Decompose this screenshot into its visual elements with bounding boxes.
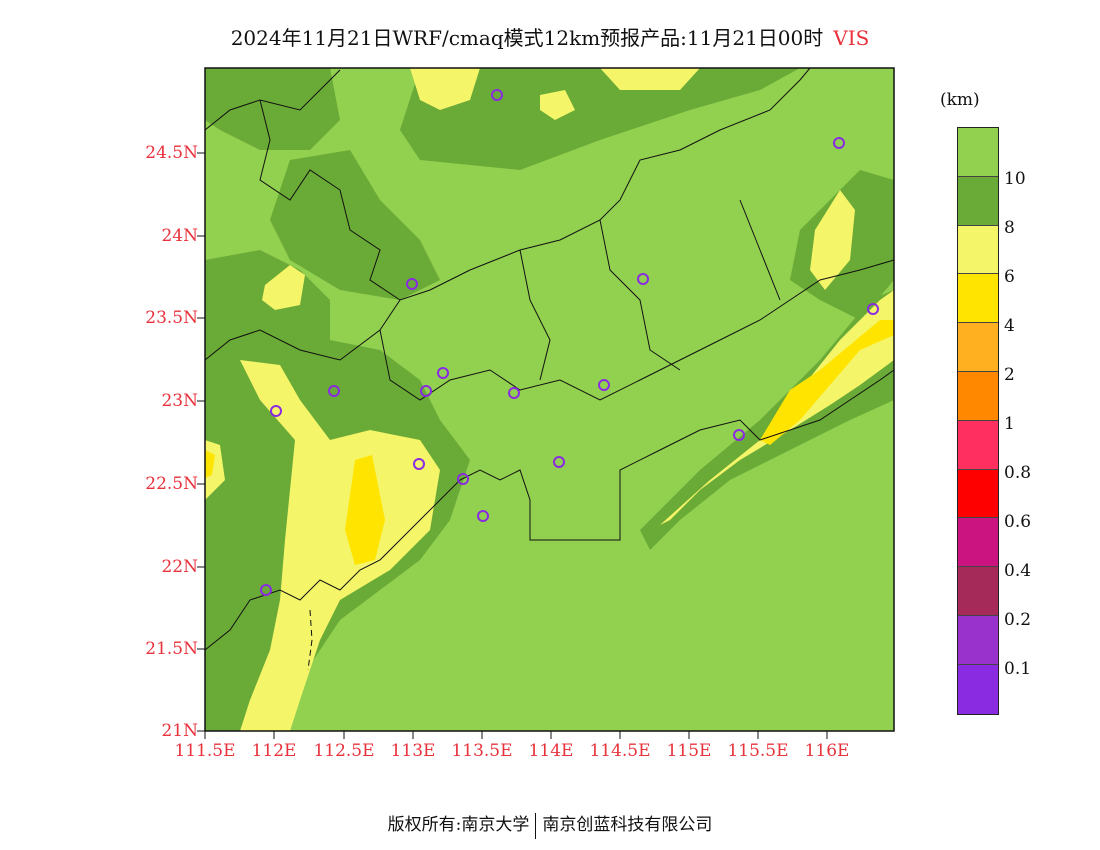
colorbar-segment xyxy=(958,274,998,324)
colorbar-segment xyxy=(958,615,998,665)
station-marker xyxy=(413,458,425,470)
colorbar-segment xyxy=(958,664,998,714)
colorbar-label: 1 xyxy=(1004,414,1015,434)
colorbar-label: 0.1 xyxy=(1004,659,1032,679)
boundary-line xyxy=(379,259,894,401)
zone-6km-e1 xyxy=(810,190,855,290)
boundary-line xyxy=(599,219,681,371)
zone-4km-w xyxy=(345,455,385,565)
footer-left: 版权所有:南京大学 xyxy=(387,815,530,835)
lon-label: 115E xyxy=(666,741,712,761)
lon-label: 113.5E xyxy=(451,741,513,761)
lat-label: 23.5N xyxy=(145,308,198,328)
lon-label: 114.5E xyxy=(589,741,651,761)
colorbar xyxy=(957,127,999,715)
colorbar-label: 0.8 xyxy=(1004,463,1032,483)
colorbar-segment xyxy=(958,420,998,470)
zone-8km-nw xyxy=(205,68,340,150)
colorbar-segment xyxy=(958,225,998,275)
colorbar-label: 2 xyxy=(1004,365,1015,385)
lon-label: 116E xyxy=(804,741,850,761)
zone-6km-n2 xyxy=(600,68,700,90)
lat-label: 21.5N xyxy=(145,639,198,659)
footer-right: 南京创蓝科技有限公司 xyxy=(542,815,713,835)
station-marker xyxy=(420,385,432,397)
colorbar-segment xyxy=(958,323,998,372)
station-marker xyxy=(260,584,272,596)
zone-4km-w2 xyxy=(205,450,215,478)
map-frame xyxy=(204,67,895,732)
zone-6km-coast-east xyxy=(660,290,894,525)
colorbar-label: 6 xyxy=(1004,267,1015,287)
colorbar-segment xyxy=(958,128,998,177)
colorbar-label: 4 xyxy=(1004,316,1015,336)
colorbar-segment xyxy=(958,567,998,616)
station-marker xyxy=(733,429,745,441)
colorbar-label: 10 xyxy=(1004,169,1026,189)
boundary-line xyxy=(259,68,811,301)
station-marker xyxy=(833,137,845,149)
boundary-line xyxy=(205,69,341,131)
lat-label: 22.5N xyxy=(145,474,198,494)
map-title: 2024年11月21日WRF/cmaq模式12km预报产品:11月21日00时 V… xyxy=(0,22,1100,51)
zone-4km-e xyxy=(760,320,894,445)
station-marker xyxy=(508,387,520,399)
lat-label: 22N xyxy=(161,557,198,577)
station-marker xyxy=(457,473,469,485)
zone-8km-west-central xyxy=(270,150,440,300)
lat-label: 23N xyxy=(161,391,198,411)
zone-6km-southwest xyxy=(240,360,440,731)
station-marker xyxy=(270,405,282,417)
title-text: 2024年11月21日WRF/cmaq模式12km预报产品:11月21日00时 xyxy=(230,26,824,50)
zone-6km-n1 xyxy=(410,68,480,110)
boundary-line xyxy=(739,199,781,301)
footer-separator xyxy=(535,812,537,839)
title-variable: VIS xyxy=(833,26,870,50)
colorbar-segment xyxy=(958,469,998,519)
station-marker xyxy=(867,303,879,315)
colorbar-segment xyxy=(958,176,998,226)
station-marker xyxy=(406,278,418,290)
lat-label: 24N xyxy=(161,226,198,246)
lon-label: 112E xyxy=(251,741,297,761)
boundary-dashed xyxy=(307,609,313,671)
boundaries xyxy=(205,68,894,671)
station-marker xyxy=(637,273,649,285)
lon-label: 111.5E xyxy=(174,741,236,761)
station-marker xyxy=(553,456,565,468)
zone-6km-w1 xyxy=(262,265,305,310)
colorbar-label: 0.4 xyxy=(1004,561,1032,581)
axis-ticks xyxy=(197,152,828,739)
station-marker xyxy=(491,89,503,101)
lon-label: 114E xyxy=(528,741,574,761)
footer: 版权所有:南京大学 南京创蓝科技有限公司 xyxy=(0,810,1100,839)
colorbar-segment xyxy=(958,371,998,421)
station-marker xyxy=(598,379,610,391)
colorbar-label: 0.6 xyxy=(1004,512,1032,532)
station-marker xyxy=(328,385,340,397)
colorbar-label: 8 xyxy=(1004,218,1015,238)
station-markers xyxy=(260,89,879,596)
colorbar-unit: (km) xyxy=(940,90,980,110)
station-marker xyxy=(437,367,449,379)
boundary-line xyxy=(519,249,551,381)
lat-label: 21N xyxy=(161,721,198,741)
colorbar-label: 0.2 xyxy=(1004,610,1032,630)
lon-label: 112.5E xyxy=(313,741,375,761)
lat-label: 24.5N xyxy=(145,143,198,163)
lon-label: 115.5E xyxy=(727,741,789,761)
map-fields xyxy=(205,68,894,731)
colorbar-segment xyxy=(958,518,998,568)
coastline xyxy=(205,369,894,651)
lon-label: 113E xyxy=(390,741,436,761)
zone-6km-n3 xyxy=(540,90,575,120)
station-marker xyxy=(477,510,489,522)
